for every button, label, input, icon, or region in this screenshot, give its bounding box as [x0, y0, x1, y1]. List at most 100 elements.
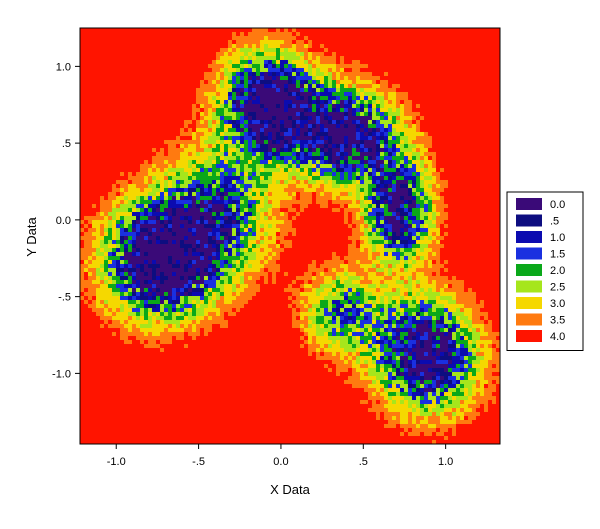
heatmap-cell	[356, 160, 360, 164]
heatmap-cell	[96, 212, 100, 216]
heatmap-cell	[340, 100, 344, 104]
heatmap-cell	[372, 152, 376, 156]
heatmap-cell	[168, 140, 172, 144]
heatmap-cell	[404, 268, 408, 272]
heatmap-cell	[272, 256, 276, 260]
heatmap-cell	[336, 152, 340, 156]
heatmap-cell	[204, 252, 208, 256]
heatmap-cell	[332, 292, 336, 296]
heatmap-cell	[344, 104, 348, 108]
heatmap-cell	[308, 116, 312, 120]
heatmap-cell	[348, 168, 352, 172]
heatmap-cell	[184, 264, 188, 268]
heatmap-cell	[388, 128, 392, 132]
heatmap-cell	[284, 136, 288, 140]
heatmap-cell	[308, 332, 312, 336]
heatmap-cell	[436, 292, 440, 296]
heatmap-cell	[264, 176, 268, 180]
heatmap-cell	[332, 104, 336, 108]
heatmap-cell	[236, 216, 240, 220]
heatmap-cell	[336, 176, 340, 180]
heatmap-cell	[264, 108, 268, 112]
heatmap-cell	[400, 204, 404, 208]
heatmap-cell	[356, 220, 360, 224]
heatmap-cell	[428, 280, 432, 284]
heatmap-cell	[240, 64, 244, 68]
heatmap-cell	[220, 100, 224, 104]
heatmap-cell	[436, 264, 440, 268]
heatmap-cell	[216, 300, 220, 304]
heatmap-cell	[424, 268, 428, 272]
heatmap-cell	[116, 196, 120, 200]
heatmap-cell	[172, 244, 176, 248]
heatmap-cell	[216, 248, 220, 252]
heatmap-cell	[404, 132, 408, 136]
heatmap-cell	[232, 92, 236, 96]
heatmap-cell	[152, 188, 156, 192]
heatmap-cell	[384, 172, 388, 176]
heatmap-cell	[336, 168, 340, 172]
heatmap-cell	[232, 124, 236, 128]
heatmap-cell	[216, 212, 220, 216]
heatmap-cell	[200, 272, 204, 276]
heatmap-cell	[404, 236, 408, 240]
heatmap-cell	[376, 128, 380, 132]
heatmap-cell	[280, 64, 284, 68]
heatmap-cell	[268, 48, 272, 52]
heatmap-cell	[100, 260, 104, 264]
heatmap-cell	[232, 288, 236, 292]
heatmap-cell	[160, 320, 164, 324]
heatmap-cell	[392, 208, 396, 212]
heatmap-cell	[148, 328, 152, 332]
heatmap-cell	[148, 312, 152, 316]
heatmap-cell	[248, 32, 252, 36]
heatmap-cell	[324, 148, 328, 152]
heatmap-cell	[388, 244, 392, 248]
heatmap-cell	[112, 212, 116, 216]
heatmap-cell	[476, 316, 480, 320]
heatmap-cell	[288, 156, 292, 160]
heatmap-cell	[396, 308, 400, 312]
heatmap-cell	[380, 280, 384, 284]
heatmap-cell	[240, 56, 244, 60]
heatmap-cell	[324, 272, 328, 276]
heatmap-cell	[116, 324, 120, 328]
heatmap-cell	[244, 240, 248, 244]
heatmap-cell	[424, 308, 428, 312]
heatmap-cell	[160, 288, 164, 292]
heatmap-cell	[236, 212, 240, 216]
heatmap-cell	[332, 164, 336, 168]
heatmap-cell	[116, 260, 120, 264]
heatmap-cell	[348, 124, 352, 128]
heatmap-cell	[224, 124, 228, 128]
heatmap-cell	[220, 204, 224, 208]
heatmap-cell	[108, 204, 112, 208]
heatmap-cell	[348, 288, 352, 292]
heatmap-cell	[444, 328, 448, 332]
heatmap-cell	[140, 164, 144, 168]
heatmap-cell	[348, 160, 352, 164]
heatmap-cell	[300, 68, 304, 72]
heatmap-cell	[408, 136, 412, 140]
heatmap-cell	[328, 168, 332, 172]
heatmap-cell	[252, 156, 256, 160]
heatmap-cell	[124, 284, 128, 288]
heatmap-cell	[200, 248, 204, 252]
heatmap-cell	[304, 136, 308, 140]
heatmap-cell	[316, 316, 320, 320]
heatmap-cell	[320, 112, 324, 116]
heatmap-cell	[232, 32, 236, 36]
heatmap-cell	[96, 260, 100, 264]
heatmap-cell	[248, 240, 252, 244]
heatmap-cell	[364, 272, 368, 276]
heatmap-cell	[124, 324, 128, 328]
heatmap-cell	[476, 324, 480, 328]
heatmap-cell	[396, 220, 400, 224]
heatmap-cell	[100, 212, 104, 216]
heatmap-cell	[324, 316, 328, 320]
heatmap-cell	[392, 240, 396, 244]
heatmap-cell	[116, 308, 120, 312]
heatmap-cell	[376, 100, 380, 104]
heatmap-cell	[148, 212, 152, 216]
heatmap-cell	[156, 312, 160, 316]
